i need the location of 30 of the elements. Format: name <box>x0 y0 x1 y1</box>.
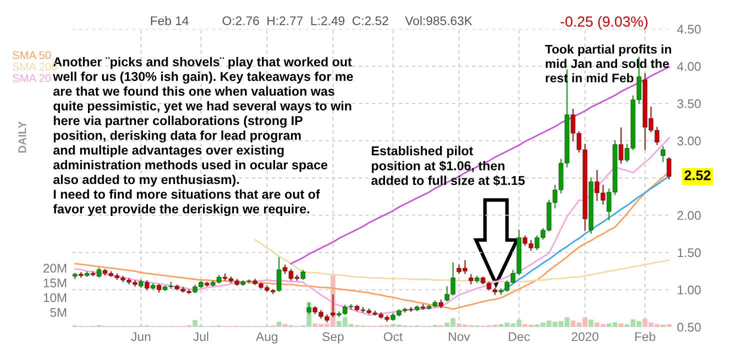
text: Feb 14 <box>151 16 189 26</box>
y2-tick-label: 5M <box>50 308 66 317</box>
y-tick-label: 1.50 <box>678 248 701 258</box>
text: SMA 20 <box>12 74 51 82</box>
text: Vol:985.63K <box>405 16 472 26</box>
y-tick-label: 3.00 <box>677 136 701 146</box>
x-tick-label: Jul <box>193 332 208 342</box>
x-tick-label: Nov <box>448 332 470 342</box>
text: DAILY <box>18 121 26 153</box>
y-tick-label: 0.50 <box>677 322 701 332</box>
y2-tick-label: 15M <box>44 278 66 288</box>
x-tick-label: Dec <box>508 332 530 342</box>
y-tick-label: 2.00 <box>677 211 701 220</box>
text: 2.52 <box>684 170 710 180</box>
y2-tick-label: 10M <box>44 293 66 302</box>
text: SMA 50 <box>12 51 51 60</box>
x-tick-label: Sep <box>322 332 344 344</box>
annotation: Established pilot position at $1.06, then added to full size at $1.15 <box>371 146 525 186</box>
y-tick-label: 4.00 <box>677 62 701 71</box>
y-tick-label: 3.50 <box>677 99 701 108</box>
x-tick-label: Aug <box>256 332 278 344</box>
y-tick-label: 1.00 <box>678 286 701 294</box>
x-tick-label: 2020 <box>572 332 598 342</box>
annotation: -0.25 (9.03%) <box>560 16 648 30</box>
x-tick-label: Feb <box>635 332 656 342</box>
x-tick-label: Jun <box>131 332 150 342</box>
y2-tick-label: 20M <box>43 264 66 273</box>
x-tick-label: Oct <box>384 332 403 342</box>
text: O:2.76 H:2.77 L:2.49 C:2.52 <box>222 16 388 26</box>
y-tick-label: 4.50 <box>677 24 701 34</box>
